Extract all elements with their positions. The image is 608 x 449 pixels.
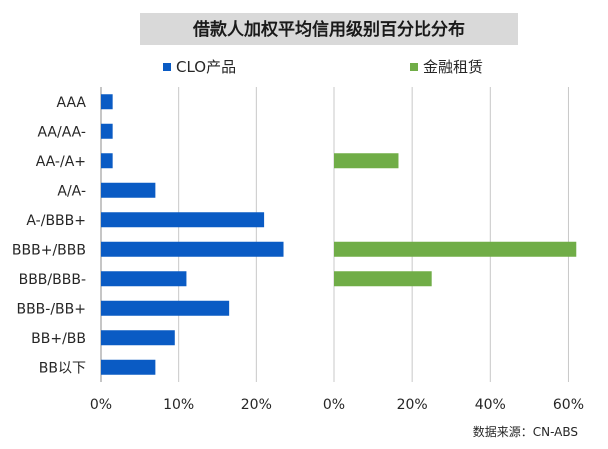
bar-s0-1	[101, 123, 113, 139]
category-label-7: BBB-/BB+	[16, 301, 86, 317]
bar-s0-6	[101, 271, 187, 287]
bar-s0-2	[101, 153, 113, 169]
bar-s0-4	[101, 212, 265, 228]
source-note: 数据来源：CN-ABS	[473, 424, 578, 439]
tick-label-s1-0: 0%	[323, 397, 345, 413]
tick-label-s0-0: 0%	[90, 397, 112, 413]
tick-label-s0-2: 20%	[241, 397, 272, 413]
legend-swatch-clo	[163, 63, 171, 71]
bar-s0-0	[101, 94, 113, 110]
bar-s0-7	[101, 300, 230, 316]
category-label-1: AA/AA-	[37, 124, 86, 140]
category-label-2: AA-/A+	[36, 154, 86, 170]
category-label-9: BB以下	[39, 360, 86, 376]
category-label-0: AAA	[56, 95, 86, 111]
bar-s0-8	[101, 330, 175, 346]
category-label-3: A/A-	[57, 183, 86, 199]
chart-title: 借款人加权平均信用级别百分比分布	[192, 19, 465, 40]
tick-label-s1-3: 60%	[553, 397, 584, 413]
legend-label-clo: CLO产品	[176, 58, 236, 76]
category-label-8: BB+/BB	[31, 331, 86, 347]
title-background	[140, 13, 518, 45]
bar-s1-6	[334, 271, 432, 287]
category-labels: AAA AA/AA- AA-/A+ A/A- A-/BBB+ BBB+/BBB BBB/BB…	[12, 95, 86, 377]
bar-s0-3	[101, 182, 156, 198]
tick-labels: 0% 10% 20% 0% 20% 40% 60%	[90, 397, 584, 413]
legend-swatch-leasing	[410, 63, 418, 71]
bar-s0-5	[101, 241, 284, 257]
legend: CLO产品 金融租赁	[163, 58, 483, 76]
category-label-4: A-/BBB+	[26, 213, 86, 229]
bar-s0-9	[101, 359, 156, 375]
bars	[101, 94, 577, 375]
bar-s1-5	[334, 241, 577, 257]
tick-label-s0-1: 10%	[163, 397, 194, 413]
tick-label-s1-1: 20%	[397, 397, 428, 413]
category-label-5: BBB+/BBB	[12, 242, 86, 258]
tick-label-s1-2: 40%	[475, 397, 506, 413]
legend-label-leasing: 金融租赁	[423, 58, 483, 76]
category-label-6: BBB/BBB-	[19, 272, 86, 288]
bar-s1-2	[334, 153, 399, 169]
